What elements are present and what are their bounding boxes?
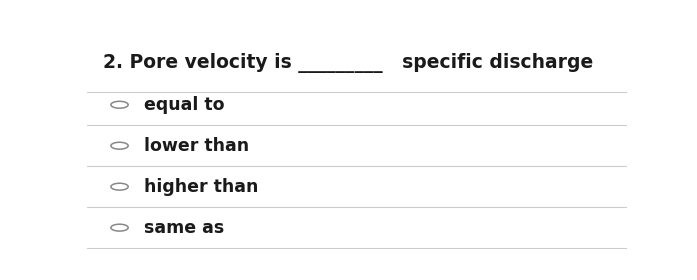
- Text: same as: same as: [144, 219, 224, 237]
- Text: higher than: higher than: [144, 178, 258, 196]
- Text: 2. Pore velocity is _________   specific discharge: 2. Pore velocity is _________ specific d…: [103, 53, 594, 73]
- Text: equal to: equal to: [144, 96, 224, 114]
- Text: lower than: lower than: [144, 137, 249, 155]
